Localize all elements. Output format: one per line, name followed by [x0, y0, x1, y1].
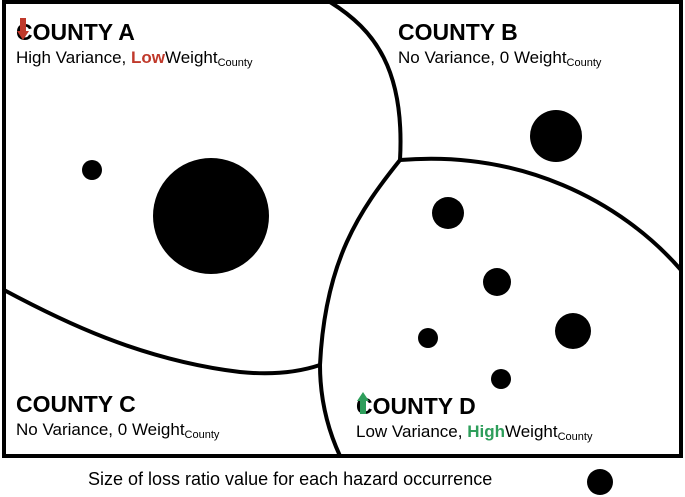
weight-subscript: County: [557, 431, 593, 443]
occurrence-dot: [432, 197, 464, 229]
county-name: COUNTY A: [16, 19, 135, 45]
county-c-label: COUNTY C No Variance, 0 WeightCounty: [16, 390, 219, 447]
weight-text: Weight: [164, 48, 218, 67]
boundary-b-d: [399, 156, 683, 272]
weight-text: Weight: [513, 48, 567, 67]
weight-subscript: County: [217, 57, 253, 69]
weight-subscript: County: [184, 429, 220, 441]
legend-dot: [587, 469, 613, 495]
occurrence-dot: [491, 369, 511, 389]
weight-emphasis: High: [467, 422, 505, 441]
county-name: COUNTY C: [16, 391, 136, 417]
occurrence-dot: [530, 110, 582, 162]
variance-text: Low Variance,: [356, 422, 463, 441]
county-description: High Variance, Low WeightCounty: [16, 18, 253, 75]
weight-subscript: County: [566, 57, 602, 69]
county-description: No Variance, 0 WeightCounty: [398, 46, 601, 75]
boundary-c: [3, 288, 321, 376]
boundary-d-west: [317, 158, 402, 457]
county-b-label: COUNTY B No Variance, 0 WeightCounty: [398, 18, 601, 75]
weight-text: Weight: [131, 420, 185, 439]
occurrence-dot: [555, 313, 591, 349]
map-border: [2, 0, 683, 458]
occurrence-dot: [82, 160, 102, 180]
boundary-a-b: [328, 0, 403, 161]
occurrence-dot: [483, 268, 511, 296]
occurrence-dot: [418, 328, 438, 348]
occurrence-dot: [153, 158, 269, 274]
variance-text: High Variance,: [16, 48, 127, 67]
county-a-label: COUNTY A High Variance, Low WeightCounty: [16, 18, 252, 75]
county-name: COUNTY D: [356, 393, 476, 419]
county-description: No Variance, 0 WeightCounty: [16, 418, 219, 447]
variance-text: No Variance, 0: [16, 420, 128, 439]
county-description: Low Variance, High WeightCounty: [356, 392, 593, 449]
county-d-label: COUNTY D Low Variance, High WeightCounty: [356, 392, 592, 449]
county-name: COUNTY B: [398, 19, 518, 45]
up-arrow: [357, 392, 369, 414]
legend-text: Size of loss ratio value for each hazard…: [88, 469, 493, 489]
weight-text: Weight: [504, 422, 558, 441]
variance-text: No Variance, 0: [398, 48, 510, 67]
down-arrow: [17, 18, 29, 40]
weight-emphasis: Low: [130, 48, 165, 67]
